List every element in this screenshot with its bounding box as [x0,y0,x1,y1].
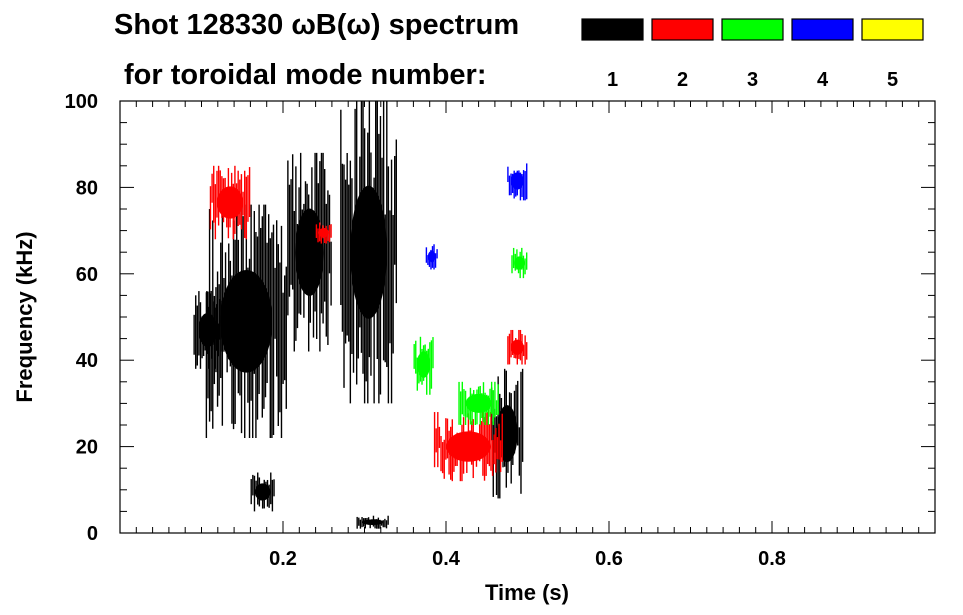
region-mode1-4 [250,472,275,512]
region-mode3-13 [511,247,528,279]
data-regions [193,101,528,529]
legend-swatch-mode-2 [651,18,714,41]
x-tick-label: 0.4 [432,548,461,570]
region-mode1-1 [205,204,287,438]
axis-ticks [120,100,935,534]
x-axis-label: Time (s) [485,580,569,605]
region-mode4-15 [507,163,528,201]
region-mode2-7 [209,165,251,240]
region-core [465,393,492,413]
legend-swatch-mode-1 [581,18,644,41]
region-mode1-5 [356,515,389,529]
region-mode2-9 [433,412,503,482]
region-core [510,172,524,190]
y-tick-label: 100 [65,91,98,113]
region-mode3-12 [458,381,499,425]
legend-swatch-mode-4 [791,18,854,41]
region-mode1-2 [287,152,332,352]
legend-swatch-mode-5 [861,18,924,41]
region-mode2-10 [507,329,528,365]
x-tick-label: 0.2 [269,548,297,570]
legend-label-mode-2: 2 [677,69,688,91]
region-core [254,483,271,501]
region-core [496,405,518,463]
y-tick-label: 80 [76,177,98,199]
region-core [362,519,384,526]
x-tick-label: 0.6 [595,548,623,570]
region-core [318,228,329,238]
legend-label-mode-5: 5 [887,69,898,91]
region-core [216,186,244,219]
region-core [427,250,436,263]
chart-title-line1: Shot 128330 ωB(ω) spectrum [114,9,519,41]
region-mode2-8 [315,222,332,244]
y-tick-label: 40 [76,350,98,372]
region-mode3-11 [413,336,434,395]
region-core [417,351,431,378]
region-mode1-3 [340,101,398,404]
x-tick-labels: 0.2 0.4 0.6 0.8 [269,548,786,570]
region-core [295,208,324,296]
region-core [220,269,273,373]
region-core [446,431,491,462]
region-core [510,339,524,355]
y-tick-label: 20 [76,437,98,459]
y-tick-label: 0 [87,523,98,545]
region-core [514,256,525,270]
y-tick-labels: 0 20 40 60 80 100 [65,91,98,545]
y-tick-label: 60 [76,264,98,286]
region-mode4-14 [425,244,438,270]
legend: 1 2 3 4 5 [581,18,924,91]
chart-title-line2: for toroidal mode number: [124,59,487,91]
legend-label-mode-3: 3 [747,69,758,91]
legend-label-mode-4: 4 [817,69,829,91]
x-tick-label: 0.8 [758,548,786,570]
legend-swatch-mode-3 [721,18,784,41]
legend-label-mode-1: 1 [607,69,618,91]
y-axis-label: Frequency (kHz) [12,231,37,402]
region-core [350,185,387,319]
